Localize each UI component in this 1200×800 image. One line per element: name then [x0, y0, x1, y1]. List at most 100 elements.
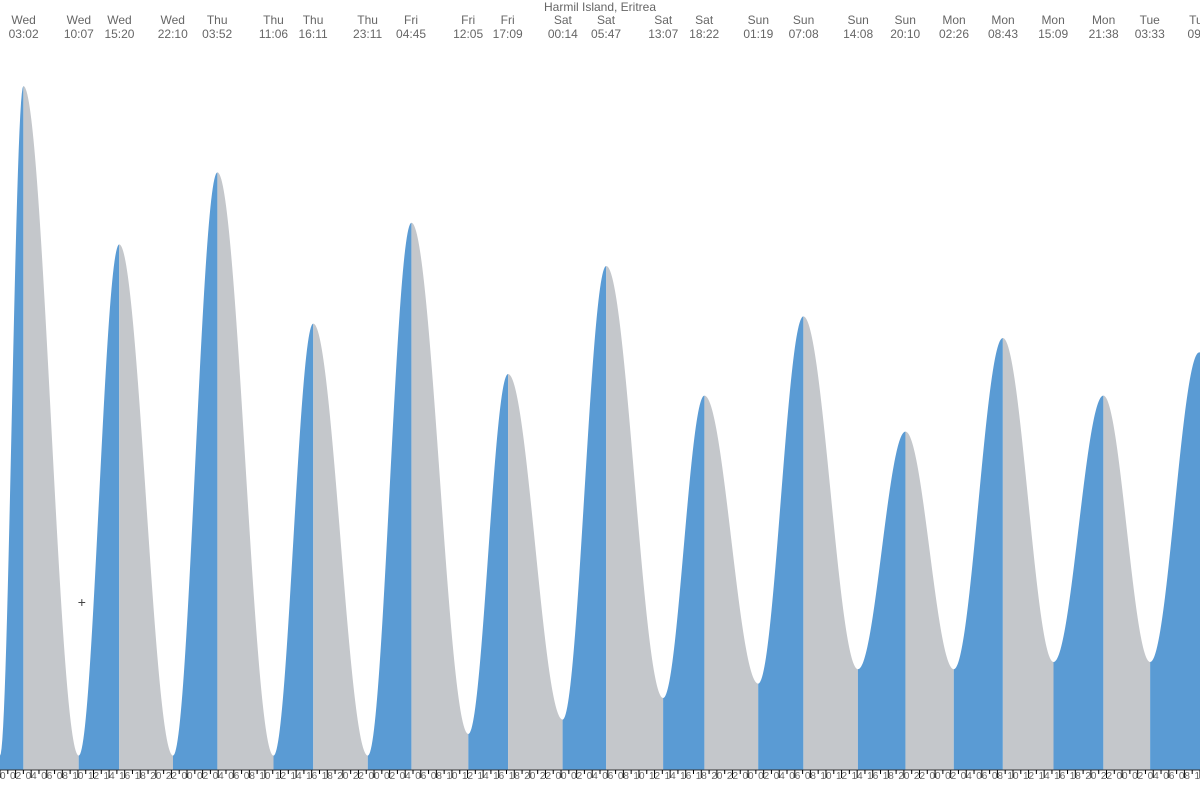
xaxis-tick-label: 04	[213, 771, 224, 782]
xaxis-tick-label: 20	[150, 771, 161, 782]
xaxis-tick-label: 00	[368, 771, 379, 782]
xaxis-tick-label: 22	[540, 771, 551, 782]
xaxis-tick-label: 00	[1117, 771, 1128, 782]
xaxis-tick-label: 18	[135, 771, 146, 782]
xaxis-tick-label: 20	[524, 771, 535, 782]
tide-rising-segment	[468, 374, 508, 770]
tide-chart: Harmil Island, Eritrea Wed03:02Wed10:07W…	[0, 0, 1200, 800]
xaxis-tick-label: 12	[1023, 771, 1034, 782]
xaxis-tick-label: 10	[1007, 771, 1018, 782]
tide-falling-segment	[508, 374, 563, 770]
xaxis-tick-label: 10	[72, 771, 83, 782]
xaxis-tick-label: 20	[337, 771, 348, 782]
xaxis-tick-label: 22	[353, 771, 364, 782]
xaxis-tick-label: 06	[1163, 771, 1174, 782]
xaxis-tick-label: 04	[774, 771, 785, 782]
tide-rising-segment	[563, 266, 607, 770]
tide-rising-segment	[758, 316, 803, 770]
xaxis-tick-label: 12	[275, 771, 286, 782]
xaxis-tick-label: 08	[992, 771, 1003, 782]
xaxis-tick-labels: 00 02 04 06 08 10 12 14 16 18 20 22 00 02 04 06 08 10 12 14…	[0, 770, 1200, 800]
xaxis-tick-label: 02	[945, 771, 956, 782]
xaxis-tick-label: 00	[742, 771, 753, 782]
xaxis-tick-label: 10	[1194, 771, 1200, 782]
xaxis-tick-label: 06	[41, 771, 52, 782]
xaxis-tick-label: 22	[166, 771, 177, 782]
tide-falling-segment	[1003, 338, 1054, 770]
xaxis-tick-label: 12	[836, 771, 847, 782]
xaxis-tick-label: 06	[415, 771, 426, 782]
xaxis-tick-label: 00	[0, 771, 6, 782]
xaxis-tick-label: 10	[259, 771, 270, 782]
xaxis-tick-label: 12	[462, 771, 473, 782]
tide-falling-segment	[411, 223, 468, 770]
xaxis-tick-label: 22	[1101, 771, 1112, 782]
xaxis-tick-label: 08	[57, 771, 68, 782]
xaxis-tick-label: 18	[883, 771, 894, 782]
tide-rising-segment	[1054, 396, 1104, 770]
tide-falling-segment	[23, 86, 78, 770]
xaxis-tick-label: 16	[119, 771, 130, 782]
xaxis-tick-label: 02	[758, 771, 769, 782]
xaxis-tick-label: 08	[1179, 771, 1190, 782]
xaxis-tick-label: 22	[727, 771, 738, 782]
xaxis-tick-label: 00	[930, 771, 941, 782]
xaxis-tick-label: 14	[104, 771, 115, 782]
tide-falling-segment	[313, 324, 368, 770]
xaxis-tick-label: 06	[976, 771, 987, 782]
xaxis-tick-label: 14	[1039, 771, 1050, 782]
xaxis-tick-label: 14	[852, 771, 863, 782]
xaxis-tick-label: 14	[291, 771, 302, 782]
tide-falling-segment	[217, 172, 273, 770]
tide-falling-segment	[119, 244, 173, 770]
xaxis-tick-label: 08	[805, 771, 816, 782]
xaxis-tick-label: 20	[1085, 771, 1096, 782]
xaxis-tick-label: 18	[509, 771, 520, 782]
xaxis-tick-label: 02	[384, 771, 395, 782]
xaxis-tick-label: 04	[961, 771, 972, 782]
tide-plot-svg	[0, 0, 1200, 800]
tide-rising-segment	[79, 244, 120, 770]
tide-falling-segment	[1103, 396, 1150, 770]
xaxis-tick-label: 02	[571, 771, 582, 782]
xaxis-tick-label: 06	[602, 771, 613, 782]
xaxis-tick-label: 02	[197, 771, 208, 782]
xaxis-tick-label: 10	[446, 771, 457, 782]
xaxis-tick-label: 08	[618, 771, 629, 782]
xaxis-tick-label: 00	[555, 771, 566, 782]
xaxis-tick-label: 04	[1148, 771, 1159, 782]
tide-rising-segment	[858, 432, 906, 770]
tide-rising-segment	[954, 338, 1003, 770]
xaxis-tick-label: 20	[711, 771, 722, 782]
tide-rising-segment	[173, 172, 217, 770]
xaxis-tick-label: 02	[1132, 771, 1143, 782]
tide-rising-segment	[274, 324, 314, 770]
xaxis-tick-label: 16	[867, 771, 878, 782]
xaxis-tick-label: 04	[26, 771, 37, 782]
tide-rising-segment	[0, 86, 23, 770]
xaxis-tick-label: 04	[587, 771, 598, 782]
xaxis-tick-label: 16	[493, 771, 504, 782]
tide-rising-segment	[1150, 352, 1200, 770]
xaxis-tick-label: 18	[696, 771, 707, 782]
xaxis-tick-label: 04	[400, 771, 411, 782]
xaxis-tick-label: 14	[665, 771, 676, 782]
xaxis-tick-label: 14	[478, 771, 489, 782]
xaxis-tick-label: 22	[914, 771, 925, 782]
xaxis-tick-label: 18	[322, 771, 333, 782]
cursor-crosshair-icon: +	[78, 596, 86, 612]
xaxis-tick-label: 08	[244, 771, 255, 782]
xaxis-tick-label: 20	[898, 771, 909, 782]
tide-falling-segment	[606, 266, 663, 770]
tide-falling-segment	[905, 432, 953, 770]
tide-rising-segment	[663, 396, 704, 770]
xaxis-tick-label: 10	[820, 771, 831, 782]
xaxis-tick-label: 06	[789, 771, 800, 782]
xaxis-tick-label: 16	[680, 771, 691, 782]
tide-falling-segment	[803, 316, 858, 770]
xaxis-tick-label: 12	[88, 771, 99, 782]
xaxis-tick-label: 16	[1054, 771, 1065, 782]
xaxis-tick-label: 18	[1070, 771, 1081, 782]
xaxis-tick-label: 02	[10, 771, 21, 782]
xaxis-tick-label: 10	[633, 771, 644, 782]
